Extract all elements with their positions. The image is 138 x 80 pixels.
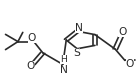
Text: O: O: [27, 61, 35, 71]
Text: H: H: [60, 55, 67, 64]
Text: N: N: [75, 23, 83, 33]
Text: O: O: [28, 33, 36, 43]
Text: O: O: [118, 27, 126, 37]
Text: S: S: [73, 48, 80, 58]
Text: N: N: [59, 65, 67, 75]
Text: O: O: [126, 59, 134, 69]
